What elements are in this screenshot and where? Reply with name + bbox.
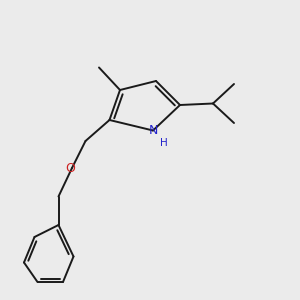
Text: H: H	[160, 137, 167, 148]
Text: O: O	[66, 161, 75, 175]
Text: N: N	[148, 124, 158, 137]
